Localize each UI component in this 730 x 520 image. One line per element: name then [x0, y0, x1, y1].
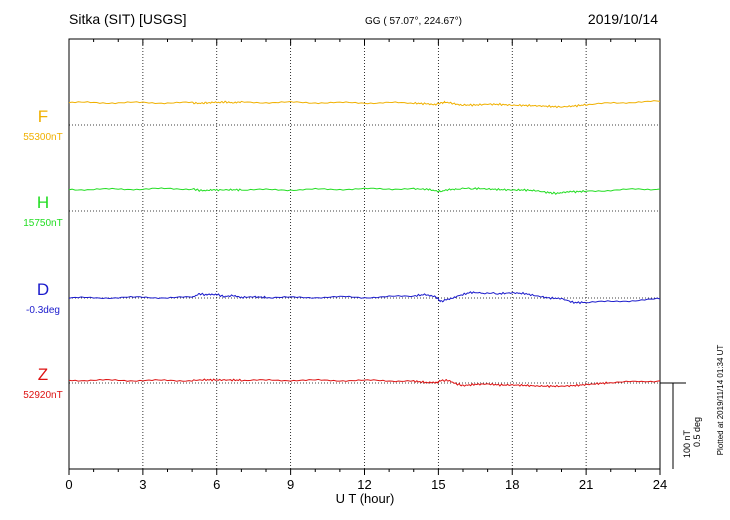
series-baseline-label-f: 55300nT — [23, 132, 62, 143]
x-axis: 0 3 6 9 12 15 18 21 24 — [65, 39, 667, 492]
series-lines — [68, 100, 661, 388]
series-line-z — [68, 378, 661, 388]
scale-bar: 100 nT 0.5 deg — [660, 382, 702, 469]
scale-label-deg: 0.5 deg — [692, 417, 702, 447]
x-tick-label-2: 6 — [213, 477, 220, 492]
series-line-h — [68, 187, 661, 195]
series-labels: F 55300nT H 15750nT D -0.3deg Z 52920nT — [23, 107, 62, 401]
x-tick-label-4: 12 — [357, 477, 371, 492]
scale-label-nt: 100 nT — [682, 429, 692, 458]
x-tick-label-1: 3 — [139, 477, 146, 492]
series-line-d — [68, 291, 661, 305]
station-title: Sitka (SIT) [USGS] — [69, 11, 186, 27]
series-baseline-label-z: 52920nT — [23, 390, 62, 401]
series-baseline-label-d: -0.3deg — [26, 305, 60, 316]
series-line-f — [68, 100, 661, 109]
x-tick-label-3: 9 — [287, 477, 294, 492]
coords-label: GG ( 57.07°, 224.67°) — [365, 16, 462, 27]
x-tick-label-7: 21 — [579, 477, 593, 492]
series-name-z: Z — [38, 365, 48, 384]
series-name-h: H — [37, 193, 49, 212]
x-tick-label-6: 18 — [505, 477, 519, 492]
plotted-at-label: Plotted at 2019/11/14 01:34 UT — [716, 345, 725, 456]
series-name-f: F — [38, 107, 48, 126]
x-tick-label-8: 24 — [653, 477, 667, 492]
date-label: 2019/10/14 — [588, 11, 658, 27]
x-tick-label-5: 15 — [431, 477, 445, 492]
baselines — [69, 124, 660, 384]
series-name-d: D — [37, 280, 49, 299]
x-tick-label-0: 0 — [65, 477, 72, 492]
x-axis-label: U T (hour) — [336, 491, 395, 506]
series-baseline-label-h: 15750nT — [23, 218, 62, 229]
